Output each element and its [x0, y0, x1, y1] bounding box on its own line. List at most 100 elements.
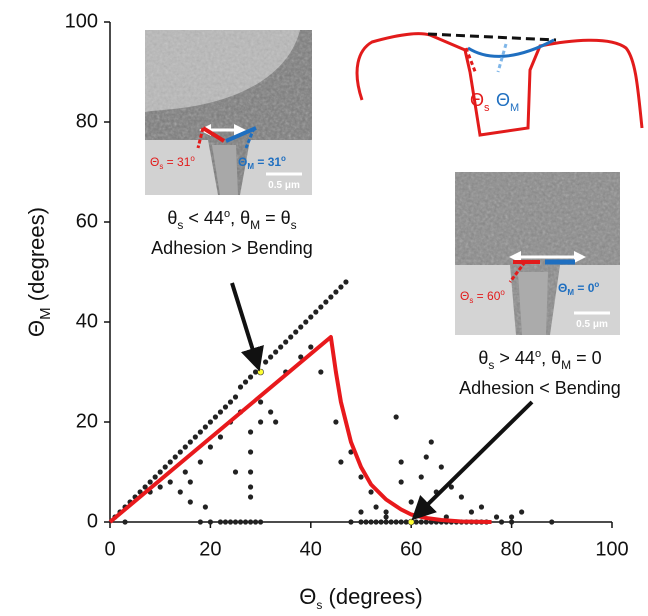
data-point	[258, 399, 264, 405]
data-point	[373, 519, 379, 525]
data-point	[157, 469, 163, 475]
label-part: o	[500, 288, 505, 297]
label-part: Θ	[496, 90, 510, 110]
x-tick-label: 20	[199, 538, 221, 560]
data-point	[333, 289, 339, 295]
data-point	[273, 419, 279, 425]
data-point	[247, 374, 254, 380]
label-part: s	[484, 102, 490, 114]
y-tick-label: 60	[76, 210, 98, 232]
y-label-part: (degrees)	[24, 207, 49, 307]
data-point	[333, 419, 339, 425]
data-point	[177, 489, 183, 495]
data-point	[308, 344, 314, 350]
data-point	[202, 424, 208, 430]
y-label-part: M	[37, 307, 54, 320]
data-point	[167, 479, 173, 485]
data-point	[268, 409, 274, 415]
annotation-part: > 44	[494, 348, 535, 368]
data-point	[217, 519, 224, 525]
y-tick-label: 0	[87, 510, 98, 532]
data-point	[177, 449, 183, 455]
angle-line	[496, 43, 508, 73]
data-point	[283, 339, 289, 345]
data-point	[217, 434, 224, 440]
data-point	[237, 519, 244, 525]
data-point	[418, 519, 424, 525]
data-point	[222, 519, 229, 525]
data-point	[222, 404, 229, 410]
data-point	[368, 489, 374, 495]
annotation-part: M	[561, 358, 571, 372]
data-point	[182, 444, 188, 450]
data-point	[202, 504, 208, 510]
inset-region	[145, 140, 218, 195]
label-part: = 0	[574, 281, 595, 295]
data-point	[197, 459, 203, 465]
annotation: θs < 44o, θM = θs	[167, 208, 296, 232]
data-point	[493, 514, 500, 520]
data-point	[343, 279, 349, 285]
data-point	[247, 519, 254, 525]
annotation-part: M	[250, 218, 260, 232]
data-point	[242, 519, 249, 525]
data-point	[303, 319, 309, 325]
data-point	[293, 329, 299, 335]
data-point	[258, 519, 264, 525]
data-point	[358, 474, 364, 480]
scale-label: 0.5 μm	[268, 180, 300, 191]
schematic-label: ΘM	[496, 90, 519, 114]
data-point	[509, 519, 515, 525]
reference-line	[427, 32, 557, 42]
data-point	[318, 369, 324, 375]
annotation: Adhesion < Bending	[459, 378, 621, 398]
inset-image-right: Θs = 60o ΘM = 0o 0.5 μm	[455, 172, 620, 335]
data-point	[273, 349, 279, 355]
data-point	[423, 519, 429, 525]
annotation-arrow	[411, 400, 534, 521]
data-point	[247, 484, 254, 490]
data-point	[298, 354, 304, 360]
data-point	[172, 454, 178, 460]
data-point	[468, 509, 475, 515]
label-part: o	[594, 280, 599, 289]
data-point	[232, 469, 239, 475]
annotation-part: θ	[478, 348, 488, 368]
inset-region	[455, 265, 516, 335]
label-part: s	[159, 162, 163, 171]
data-point	[338, 459, 344, 465]
data-point	[393, 414, 399, 420]
data-point	[358, 519, 364, 525]
meniscus	[467, 38, 555, 58]
data-point	[237, 384, 244, 390]
annotation-part: o	[535, 348, 541, 360]
data-point	[227, 519, 234, 525]
label-part: = 60	[473, 289, 500, 303]
scale-label: 0.5 μm	[576, 319, 608, 330]
data-point	[187, 479, 193, 485]
data-point	[509, 514, 515, 520]
inset-region	[212, 145, 238, 195]
data-point	[192, 434, 198, 440]
data-point	[438, 464, 444, 470]
data-point	[263, 359, 269, 365]
data-point	[313, 309, 319, 315]
inset-region	[240, 140, 312, 195]
data-point	[448, 484, 454, 490]
data-point	[232, 519, 239, 525]
x-label-part: Θ	[299, 584, 316, 609]
data-point	[247, 494, 254, 500]
data-point	[398, 479, 404, 485]
inset-image-left: Θs = 31o ΘM = 31o 0.5 μm	[145, 30, 312, 195]
data-point	[162, 464, 168, 470]
data-point	[413, 519, 419, 525]
data-point	[278, 344, 284, 350]
label-part: Θ	[238, 155, 247, 169]
data-point	[378, 519, 384, 525]
data-point	[323, 299, 329, 305]
label-part: = 31	[163, 155, 190, 169]
inset-label: ΘM = 0o	[558, 280, 599, 297]
label-part: Θ	[470, 90, 484, 110]
label-part: o	[281, 154, 286, 163]
x-tick-label: 40	[300, 538, 322, 560]
